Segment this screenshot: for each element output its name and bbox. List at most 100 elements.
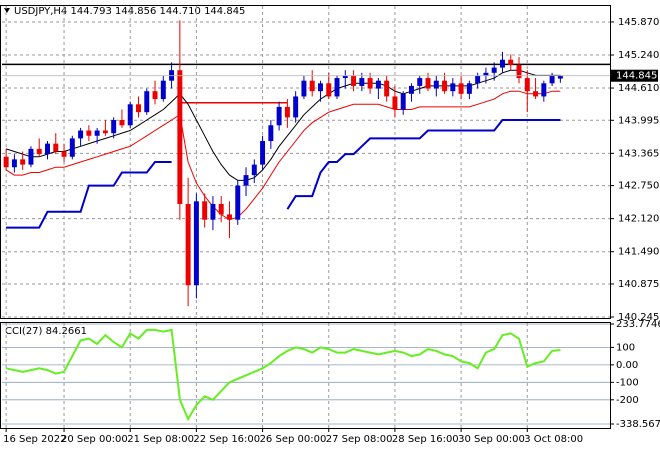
y-tick-label: 145.870 [618, 17, 659, 28]
candle-body [466, 83, 472, 94]
candle-body [3, 156, 9, 168]
candle-body [367, 78, 373, 89]
candle-body [549, 75, 555, 84]
indicator-line [5, 328, 561, 422]
candle-body [317, 83, 323, 92]
x-tick-label: 3 Oct 08:00 [524, 434, 583, 445]
candle-body [309, 80, 315, 92]
y-tick-label: 142.750 [618, 181, 659, 192]
window-marker [4, 8, 10, 13]
candle-body [69, 138, 75, 157]
candle-body [268, 125, 274, 142]
candle-body [53, 143, 59, 152]
candle-body [102, 130, 108, 134]
x-tick-label: 28 Sep 16:00 [392, 434, 459, 445]
y-tick-label: 0.00 [616, 360, 638, 371]
indicator-frame [0, 322, 611, 429]
candle-body [260, 141, 266, 165]
indicator-line [6, 119, 561, 229]
candle-body [11, 159, 17, 168]
y-tick-label: 143.995 [618, 115, 659, 126]
candle-body [111, 120, 117, 134]
y-tick-label: 142.120 [618, 214, 659, 225]
candle-body [218, 203, 224, 215]
x-tick-label: 30 Sep 00:00 [458, 434, 525, 445]
candle-body [301, 80, 307, 97]
x-tick-label: 21 Sep 08:00 [127, 434, 194, 445]
y-tick-label: 233.7746 [616, 319, 660, 330]
candle-body [442, 80, 448, 92]
candle-body [533, 91, 539, 97]
y-tick-label: 140.245 [618, 312, 659, 323]
candle-body [400, 93, 406, 110]
x-tick-label: 27 Sep 08:00 [326, 434, 393, 445]
x-tick-label: 22 Sep 16:00 [193, 434, 260, 445]
candle-body [177, 70, 183, 204]
y-tick-label: -338.5679 [616, 419, 660, 430]
y-tick-label: 100 [616, 342, 635, 353]
candle-body [185, 203, 191, 286]
y-tick-label: 143.365 [618, 148, 659, 159]
candle-body [508, 59, 514, 65]
chart-title: USDJPY,H4 144.793 144.856 144.710 144.84… [14, 6, 245, 17]
candle-body [408, 85, 414, 94]
candle-body [516, 64, 522, 79]
candle-body [499, 59, 505, 68]
candle-body [417, 78, 423, 86]
candle-body [541, 83, 547, 97]
candle-body [524, 78, 530, 92]
candle-body [392, 96, 398, 110]
candle-body [20, 159, 26, 165]
candle-body [94, 130, 100, 136]
candle-body [61, 151, 67, 157]
candle-body [127, 104, 133, 126]
candle-body [359, 78, 365, 86]
candle-body [284, 106, 290, 118]
y-tick-label: -100 [616, 377, 639, 388]
candle-body [227, 214, 232, 220]
candle-body [342, 75, 348, 79]
candle-body [243, 175, 249, 186]
candle-body [160, 80, 166, 100]
candle-body [251, 164, 257, 176]
candle-body [78, 130, 84, 139]
candle-body [202, 201, 208, 220]
candle-body [28, 148, 34, 165]
y-tick-label: 145.240 [618, 50, 659, 61]
candle-body [210, 203, 216, 220]
y-tick-label: -200 [616, 395, 639, 406]
x-tick-label: 26 Sep 00:00 [260, 434, 327, 445]
indicator-line [5, 90, 561, 221]
candle-body [136, 104, 141, 113]
indicator-title: CCI(27) 84.2661 [5, 326, 87, 337]
main-frame [0, 5, 611, 319]
candle-body [119, 120, 125, 126]
candle-body [491, 67, 497, 73]
candle-body [425, 78, 431, 89]
candle-body [152, 91, 158, 100]
candle-body [193, 201, 199, 286]
candle-body [475, 75, 481, 84]
candle-body [86, 130, 92, 136]
candle-body [276, 106, 282, 126]
candle-body [144, 91, 150, 113]
candle-body [334, 78, 340, 97]
x-tick-label: 20 Sep 00:00 [61, 434, 128, 445]
candle-body [433, 80, 439, 89]
y-tick-label: 140.875 [618, 279, 659, 290]
candle-body [375, 80, 381, 89]
candle-body [384, 80, 390, 97]
candle-body [235, 185, 241, 220]
candle-body [351, 75, 357, 86]
x-tick-label: 16 Sep 2022 [3, 434, 66, 445]
candle-body [483, 72, 489, 76]
candle-body [557, 75, 563, 79]
y-tick-label: 144.610 [618, 83, 659, 94]
candle-body [45, 143, 50, 155]
candle-body [450, 83, 456, 92]
candle-body [293, 96, 299, 118]
candle-body [326, 83, 332, 97]
last-price-tag [610, 69, 658, 82]
candle-body [36, 148, 42, 155]
